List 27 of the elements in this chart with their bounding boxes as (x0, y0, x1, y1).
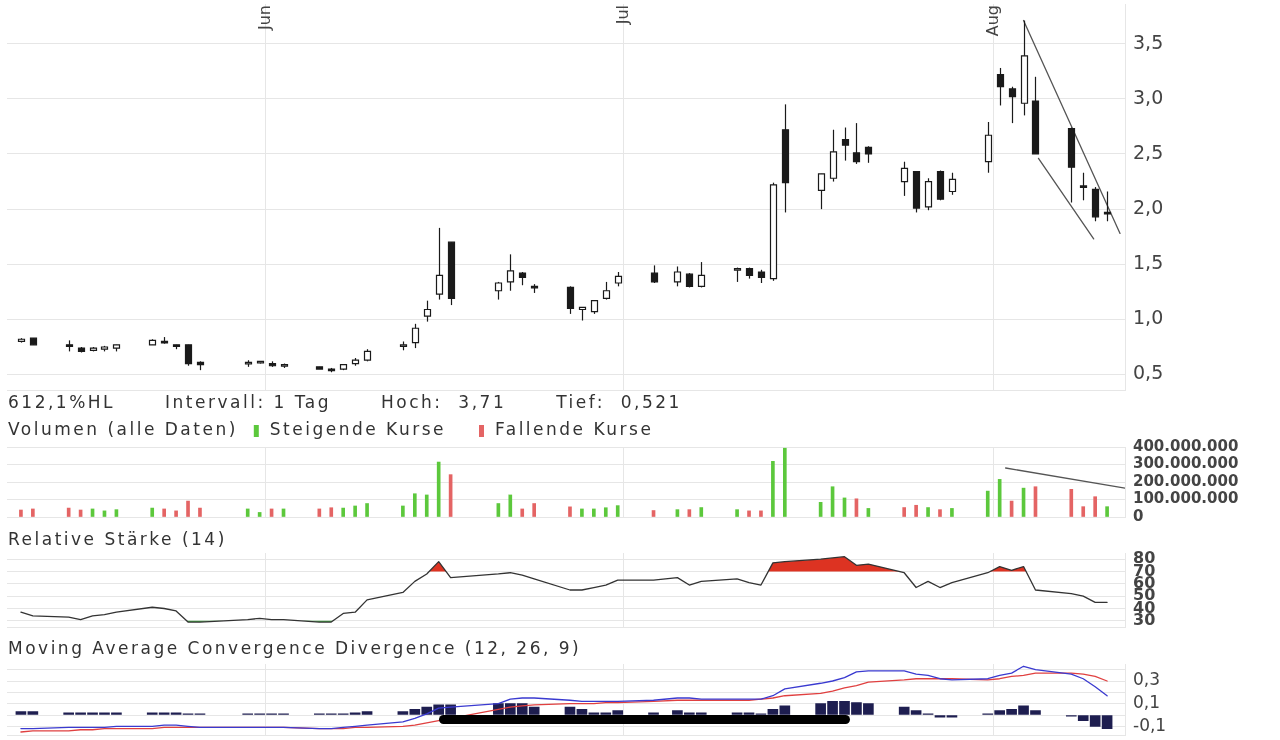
y-tick-label: 200.000.000 (1133, 471, 1239, 490)
x-tick-label: Aug (982, 5, 1002, 37)
text: 612,1%HL (8, 392, 116, 413)
y-tick-label: 1,0 (1133, 306, 1164, 329)
y-tick-label: 2,0 (1133, 196, 1164, 219)
y-tick-label: 0,5 (1133, 361, 1164, 384)
legend-label: Steigende Kurse (269, 419, 447, 440)
chart-title: Volumen (alle Daten) (8, 419, 238, 440)
text: Hoch: 3,71 (381, 392, 507, 413)
y-tick-label: 1,5 (1133, 251, 1164, 274)
y-tick-label: 0,1 (1133, 692, 1161, 713)
y-tick-label: 2,5 (1133, 140, 1164, 163)
legend-label: Fallende Kurse (495, 419, 654, 440)
chart-title: Relative Stärke (14) (8, 529, 227, 550)
y-tick-label: 300.000.000 (1133, 454, 1239, 473)
chart-title: Moving Average Convergence Divergence (12, 26, 9) (8, 638, 582, 659)
y-tick-label: -0,1 (1133, 714, 1167, 735)
y-tick-label: 100.000.000 (1133, 489, 1239, 508)
x-tick-label: Jul (612, 5, 632, 26)
y-tick-label: 3,5 (1133, 30, 1164, 53)
y-tick-label: 0 (1133, 506, 1144, 525)
x-tick-label: Jun (254, 5, 274, 31)
y-tick-label: 400.000.000 (1133, 436, 1239, 455)
y-tick-label: 3,0 (1133, 85, 1164, 108)
y-tick-label: 0,3 (1133, 669, 1161, 690)
text: Intervall: 1 Tag (165, 392, 332, 413)
text: Tief: 0,521 (555, 392, 682, 413)
